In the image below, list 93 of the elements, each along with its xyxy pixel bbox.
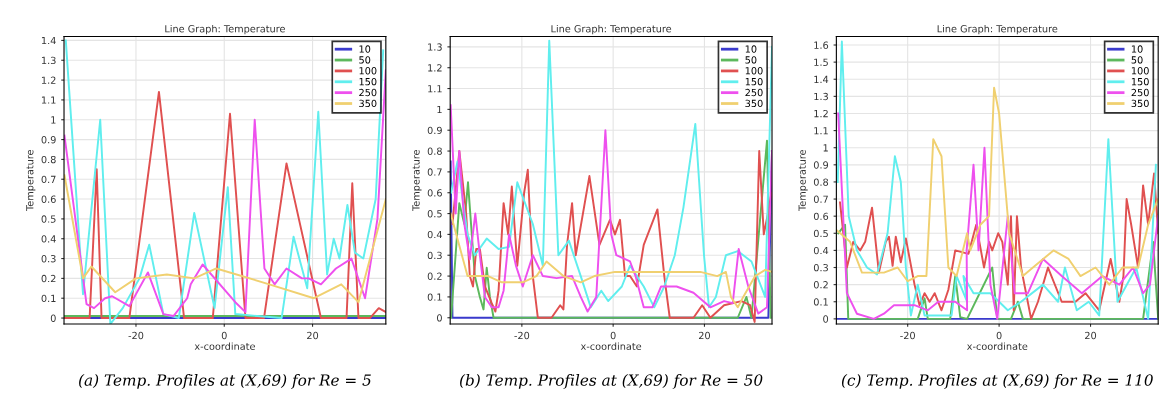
y-tick-label: 0.8: [41, 155, 56, 164]
x-tick-label: 20: [307, 331, 319, 340]
chart-title: Line Graph: Temperature: [165, 24, 285, 35]
y-tick-label: 1.3: [814, 92, 828, 101]
line-series: [839, 172, 1159, 320]
chart-title: Line Graph: Temperature: [551, 24, 672, 35]
legend-label: 10: [359, 45, 371, 53]
y-tick-label: 0.9: [41, 136, 56, 144]
legend-label: 250: [1131, 88, 1149, 97]
y-tick-label: 1.4: [814, 75, 829, 83]
y-tick-label: 0.7: [427, 168, 442, 176]
y-tick-label: 0.1: [41, 294, 56, 303]
y-tick-label: 0.5: [813, 229, 828, 238]
legend-label: 10: [1131, 45, 1143, 53]
y-tick-label: 0.9: [427, 126, 442, 135]
legend-label: 50: [745, 56, 757, 64]
y-tick-label: 1.1: [814, 127, 828, 135]
legend-label: 50: [1131, 56, 1143, 64]
y-tick-label: 0.2: [41, 274, 56, 283]
y-tick-label: 0.3: [427, 251, 442, 260]
y-tick-label: 0.6: [41, 195, 56, 203]
x-tick-label: 20: [698, 331, 710, 340]
y-tick-label: 0.4: [427, 230, 443, 239]
y-tick-label: 0: [437, 314, 442, 322]
legend-label: 100: [745, 67, 763, 75]
x-axis-title: x-coordinate: [580, 342, 642, 350]
line-series: [836, 86, 1159, 286]
legend-label: 350: [1131, 99, 1149, 108]
y-tick-label: 0.7: [813, 195, 828, 203]
y-tick-label: 0.3: [41, 255, 56, 263]
y-tick-label: 1.6: [814, 41, 829, 49]
legend-label: 50: [359, 56, 371, 64]
y-tick-label: 1.3: [41, 56, 56, 65]
y-tick-label: 1.2: [814, 109, 828, 118]
chart-title: Line Graph: Temperature: [937, 24, 1058, 35]
legend-label: 150: [359, 77, 377, 86]
y-tick-label: 0.6: [813, 212, 829, 220]
y-tick-label: 1.4: [41, 37, 56, 45]
line-series: [836, 40, 1157, 320]
x-tick-label: 0: [610, 331, 616, 340]
y-tick-label: 0.4: [813, 246, 829, 255]
y-tick-label: 1.2: [428, 64, 442, 72]
x-tick-label: 20: [1085, 331, 1097, 340]
y-tick-label: 1: [51, 116, 56, 124]
y-tick-label: 0.7: [41, 175, 56, 184]
legend-label: 250: [745, 88, 763, 97]
legend-label: 10: [745, 45, 757, 53]
y-tick-label: 1: [823, 144, 828, 152]
y-axis-title: Temperature: [412, 149, 422, 212]
text: (a) Temp. Profiles at (X,69) for Re = 5: [79, 374, 371, 389]
y-tick-label: 0.6: [427, 189, 442, 197]
y-tick-label: 0.9: [813, 161, 829, 169]
legend-label: 250: [359, 88, 377, 97]
y-tick-label: 0.8: [813, 178, 829, 186]
x-tick-label: -20: [128, 331, 144, 340]
y-tick-label: 0.1: [427, 293, 442, 301]
legend-label: 350: [359, 99, 377, 108]
legend-label: 150: [745, 77, 763, 86]
x-axis-title: x-coordinate: [966, 342, 1028, 350]
text: (c) Temp. Profiles at (X,69) for Re = 110: [841, 374, 1153, 389]
y-tick-label: 0.3: [813, 263, 828, 272]
legend-label: 100: [1131, 67, 1149, 75]
y-tick-label: 0.2: [427, 272, 442, 280]
line-series: [837, 223, 1159, 320]
y-tick-label: 1: [437, 105, 442, 114]
x-tick-label: 0: [221, 331, 227, 340]
x-axis-title: x-coordinate: [194, 342, 255, 350]
legend-label: 350: [745, 99, 763, 108]
y-tick-label: 0.5: [41, 215, 56, 223]
y-axis-title: Temperature: [798, 149, 808, 212]
y-tick-label: 1.2: [41, 76, 56, 84]
y-tick-label: 0.1: [813, 298, 828, 306]
line-series: [450, 39, 773, 309]
y-tick-label: 1.5: [814, 58, 828, 66]
line-series: [64, 174, 386, 304]
y-tick-label: 0: [50, 314, 56, 322]
legend-label: 150: [1131, 77, 1149, 86]
y-tick-label: 1.1: [41, 96, 56, 104]
x-tick-label: 0: [996, 331, 1002, 340]
x-tick-label: -20: [900, 331, 915, 340]
x-tick-label: -20: [514, 331, 530, 340]
line-series: [837, 112, 1159, 320]
y-tick-label: 0: [823, 315, 829, 323]
text: (b) Temp. Profiles at (X,69) for Re = 50: [460, 374, 763, 389]
y-axis-title: Temperature: [26, 149, 36, 212]
y-tick-label: 0.5: [427, 210, 442, 218]
y-tick-label: 0.4: [41, 235, 56, 243]
legend-label: 100: [359, 67, 377, 75]
line-series: [450, 212, 773, 309]
y-tick-label: 1.3: [428, 43, 442, 51]
y-tick-label: 0.2: [813, 281, 828, 289]
y-tick-label: 0.8: [427, 147, 442, 155]
y-tick-label: 1.1: [428, 85, 442, 93]
